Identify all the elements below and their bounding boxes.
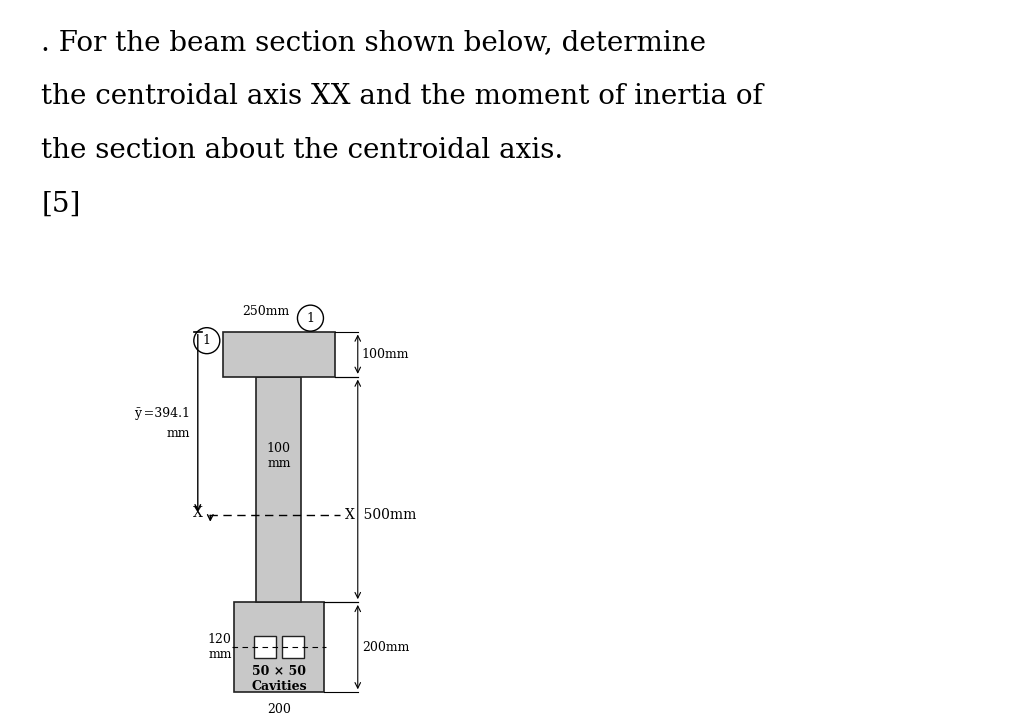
Text: 200
mm: 200 mm <box>267 704 291 721</box>
Text: 250mm: 250mm <box>242 305 289 318</box>
Text: [5]: [5] <box>41 191 81 218</box>
Text: 120
mm: 120 mm <box>208 633 231 661</box>
Text: the centroidal axis XX and the moment of inertia of: the centroidal axis XX and the moment of… <box>41 83 763 110</box>
Text: the section about the centroidal axis.: the section about the centroidal axis. <box>41 137 564 164</box>
Bar <box>254 636 276 658</box>
Bar <box>256 376 302 602</box>
Text: 100mm: 100mm <box>362 348 409 360</box>
Text: 200mm: 200mm <box>362 640 409 654</box>
Text: 1: 1 <box>307 311 314 324</box>
Text: X: X <box>192 505 202 520</box>
Bar <box>222 332 336 376</box>
Bar <box>282 636 304 658</box>
Text: . For the beam section shown below, determine: . For the beam section shown below, dete… <box>41 29 707 56</box>
Text: 100
mm: 100 mm <box>267 441 291 469</box>
Text: ȳ =394.1: ȳ =394.1 <box>134 407 190 420</box>
Text: mm: mm <box>166 427 190 440</box>
Text: 1: 1 <box>202 334 211 348</box>
Text: X  500mm: X 500mm <box>345 508 416 521</box>
Text: 50 × 50
Cavities: 50 × 50 Cavities <box>251 665 307 693</box>
Bar <box>233 602 324 692</box>
